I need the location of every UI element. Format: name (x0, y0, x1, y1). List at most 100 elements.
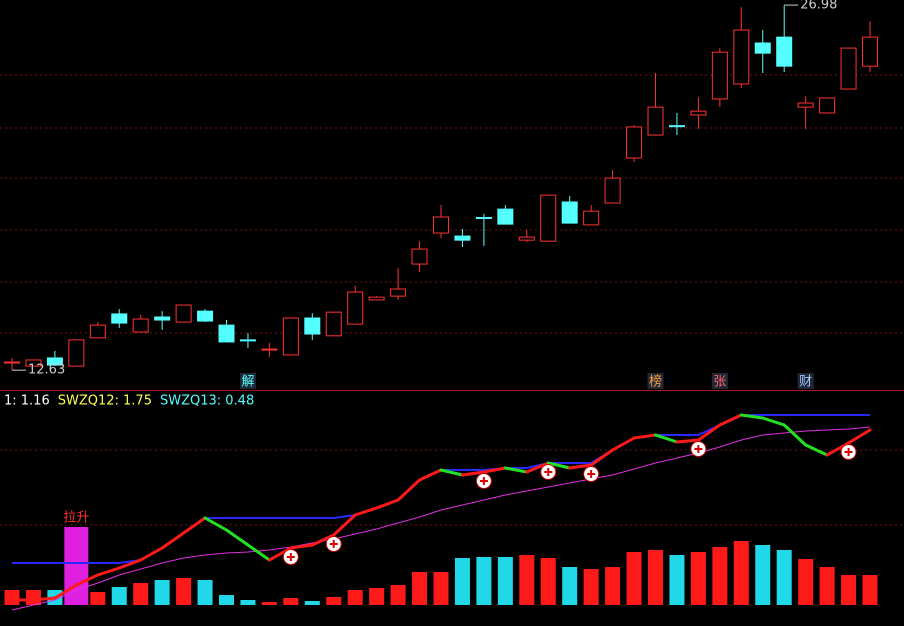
signal-plus (587, 470, 596, 478)
main-line-segment (31, 596, 57, 602)
signal-plus (286, 553, 295, 561)
volume-bar (304, 601, 320, 605)
main-line-segment (353, 506, 379, 517)
candle-body (518, 236, 535, 241)
candle-body (390, 288, 407, 297)
main-line-segment (396, 478, 422, 502)
max-label: 26.98 (800, 0, 837, 13)
candle-body (347, 291, 364, 325)
volume-bar (347, 590, 363, 605)
signal-plus (479, 477, 488, 485)
main-line-segment (632, 433, 657, 440)
main-line-segment (568, 463, 593, 470)
event-badge (711, 373, 728, 389)
candle-body (840, 47, 857, 90)
main-line-segment (611, 436, 636, 452)
main-line-segment (310, 533, 336, 547)
volume-bar (712, 547, 728, 605)
legend-entry: 1: 1.16 (4, 394, 50, 409)
main-line-segment (74, 573, 100, 587)
candle-body (776, 36, 793, 67)
main-line-segment (804, 443, 829, 457)
event-label: 榜 (649, 374, 662, 390)
main-line-segment (203, 516, 228, 532)
volume-bar (669, 555, 685, 605)
min-label: 12.63 (28, 363, 65, 378)
main-line-segment (546, 461, 572, 470)
volume-bar (540, 558, 556, 605)
main-line-segment (739, 413, 765, 420)
candle-body (819, 97, 836, 114)
candle-body (218, 324, 235, 343)
candle-body (540, 194, 557, 242)
main-line-segment (160, 531, 186, 550)
main-line-segment (289, 543, 314, 550)
main-line-segment (718, 413, 743, 427)
candle-body (111, 313, 128, 324)
volume-bar (412, 572, 428, 605)
main-line-segment (246, 543, 271, 562)
main-line-segment (182, 516, 207, 535)
candle-body (733, 29, 750, 85)
volume-bar (261, 602, 277, 605)
candle-body (68, 339, 85, 367)
grid (0, 74, 904, 526)
main-line-segment (418, 468, 443, 482)
main-line-segment (654, 433, 679, 444)
volume-bar (776, 550, 792, 605)
main-line-segment (696, 423, 722, 442)
candle-body (368, 296, 385, 301)
volume-bar (733, 541, 749, 605)
candle-body (497, 208, 514, 225)
volume-bar (90, 592, 106, 605)
volume-bar (433, 572, 449, 605)
volume-bar (283, 598, 299, 605)
volume-bar (133, 583, 149, 605)
candle-body (175, 304, 192, 323)
candle-body (46, 357, 63, 366)
volume-bar (476, 557, 492, 605)
event-badge (797, 373, 814, 389)
candle-body (411, 248, 428, 265)
candle-body (647, 106, 664, 136)
volume-bar (197, 580, 213, 605)
candle-body (4, 361, 20, 364)
volume-bar (862, 575, 878, 605)
candle-body (154, 316, 171, 321)
candle-body (282, 317, 299, 356)
volume-bar (562, 567, 578, 605)
main-line-segment (503, 466, 529, 474)
event-badge (647, 373, 664, 389)
volume-bar (583, 569, 599, 605)
candle-body (475, 217, 492, 220)
main-line-segment (117, 558, 143, 570)
candle-body (132, 318, 149, 333)
signal-plus (329, 540, 338, 548)
volume-bar (605, 567, 621, 605)
main-line-segment (525, 461, 550, 474)
candle-body (626, 126, 643, 159)
volume-bar (819, 567, 835, 605)
candle-body (604, 177, 621, 204)
main-line-segment (53, 583, 78, 600)
candle-body (754, 42, 771, 54)
main-line-segment (375, 498, 400, 510)
main-line-segment (782, 423, 808, 447)
volume-bar (755, 545, 771, 605)
volume-bar (497, 557, 513, 605)
boost-label: 拉升 (63, 511, 89, 526)
event-label: 财 (799, 375, 812, 390)
event-badge (239, 373, 256, 389)
main-line-segment (96, 566, 121, 577)
volume-bar (648, 550, 663, 605)
signal-plus (844, 448, 853, 456)
candle-body (583, 210, 600, 226)
candle-body (668, 125, 685, 128)
candle-body (25, 359, 42, 367)
volume-bar (326, 597, 342, 605)
candle-body (304, 317, 321, 335)
volume-bar (25, 590, 41, 605)
main-line-segment (589, 448, 615, 467)
